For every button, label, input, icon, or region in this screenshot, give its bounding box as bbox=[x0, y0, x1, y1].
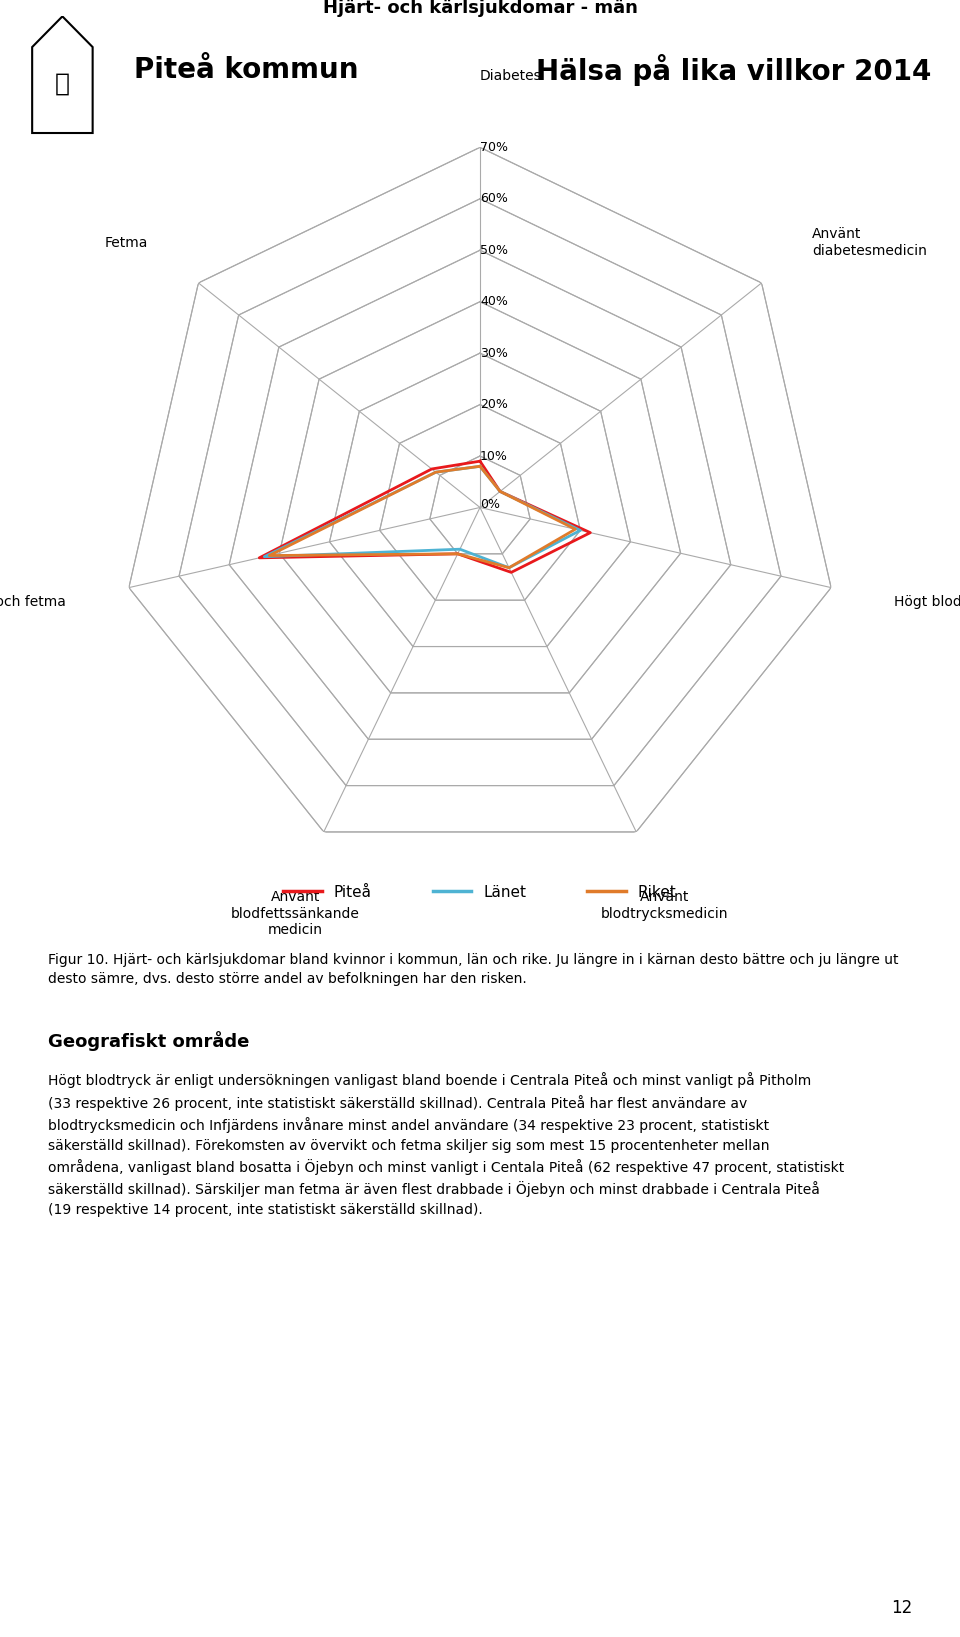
Text: Geografiskt område: Geografiskt område bbox=[48, 1031, 250, 1051]
Text: 12: 12 bbox=[891, 1599, 912, 1616]
Legend: Piteå, Länet, Riket: Piteå, Länet, Riket bbox=[277, 879, 683, 905]
Text: Högt blodtryck är enligt undersökningen vanligast bland boende i Centrala Piteå : Högt blodtryck är enligt undersökningen … bbox=[48, 1072, 844, 1216]
Text: 60%: 60% bbox=[480, 192, 508, 205]
Text: Använt
diabetesmedicin: Använt diabetesmedicin bbox=[812, 228, 927, 257]
Text: Fetma: Fetma bbox=[105, 236, 148, 249]
Polygon shape bbox=[32, 16, 92, 133]
Title: Hjärt- och kärlsjukdomar - män: Hjärt- och kärlsjukdomar - män bbox=[323, 0, 637, 16]
Text: 0%: 0% bbox=[480, 498, 500, 511]
Text: Övervikt och fetma: Övervikt och fetma bbox=[0, 594, 65, 609]
Text: Piteå kommun: Piteå kommun bbox=[134, 56, 359, 85]
Text: Använt
blodtrycksmedicin: Använt blodtrycksmedicin bbox=[601, 891, 728, 920]
Text: Figur 10. Hjärt- och kärlsjukdomar bland kvinnor i kommun, län och rike. Ju läng: Figur 10. Hjärt- och kärlsjukdomar bland… bbox=[48, 953, 899, 985]
Text: Använt
blodfettssänkande
medicin: Använt blodfettssänkande medicin bbox=[231, 891, 360, 936]
Text: 10%: 10% bbox=[480, 450, 508, 463]
Text: 50%: 50% bbox=[480, 244, 508, 257]
Text: 70%: 70% bbox=[480, 141, 508, 154]
Text: Hälsa på lika villkor 2014: Hälsa på lika villkor 2014 bbox=[536, 54, 931, 87]
Text: 20%: 20% bbox=[480, 398, 508, 411]
Text: Högt blodtryck: Högt blodtryck bbox=[895, 594, 960, 609]
Text: 🦌: 🦌 bbox=[55, 72, 70, 97]
Text: 40%: 40% bbox=[480, 295, 508, 308]
Text: Diabetes: Diabetes bbox=[480, 69, 541, 82]
Text: 30%: 30% bbox=[480, 347, 508, 360]
